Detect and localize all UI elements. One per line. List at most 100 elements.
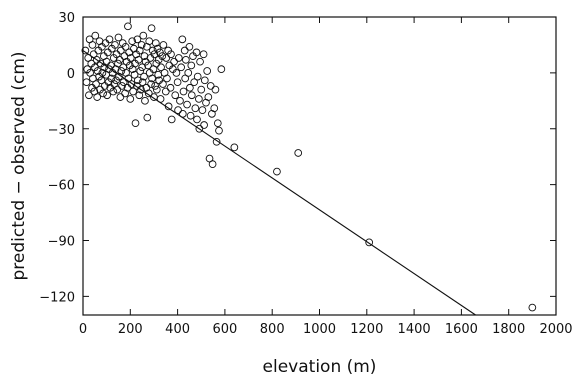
data-point: [217, 65, 226, 74]
data-point: [146, 54, 155, 62]
data-point: [129, 87, 137, 96]
data-point: [91, 31, 100, 40]
data-point: [136, 67, 145, 75]
data-point: [151, 82, 159, 90]
data-point: [200, 121, 208, 129]
data-point: [196, 57, 204, 66]
data-point: [206, 82, 215, 90]
data-point: [184, 69, 193, 77]
data-point: [152, 85, 161, 94]
data-point: [192, 48, 201, 57]
data-point: [103, 91, 111, 100]
data-point: [213, 119, 222, 128]
data-point: [114, 33, 123, 42]
data-point: [124, 22, 132, 31]
data-point: [147, 24, 156, 33]
data-point: [159, 41, 168, 49]
data-point: [126, 95, 135, 103]
data-point: [137, 85, 145, 94]
data-point: [117, 67, 126, 75]
data-point: [182, 55, 190, 64]
data-point: [211, 85, 220, 94]
x-axis-title: elevation (m): [263, 357, 377, 377]
data-point: [174, 106, 182, 114]
data-point: [93, 93, 102, 101]
data-point: [193, 115, 201, 124]
data-point: [105, 35, 114, 44]
data-point: [134, 76, 142, 85]
data-point: [191, 104, 200, 113]
data-point: [198, 106, 207, 114]
data-point: [115, 55, 124, 64]
y-tick-label: −90: [48, 235, 75, 250]
data-point: [140, 72, 148, 81]
data-point: [138, 78, 147, 87]
data-point: [82, 78, 91, 87]
x-tick-label: 1200: [350, 322, 383, 337]
data-point: [180, 46, 189, 55]
data-point: [185, 42, 194, 51]
data-point: [199, 50, 208, 59]
x-tick-label: 200: [118, 322, 143, 337]
data-point: [294, 149, 303, 157]
data-point: [170, 57, 178, 66]
x-tick-label: 1600: [445, 322, 478, 337]
data-point: [152, 59, 161, 68]
x-tick-label: 400: [165, 322, 190, 337]
data-point: [125, 48, 133, 57]
data-point: [102, 57, 111, 66]
data-point: [162, 54, 171, 62]
data-point: [85, 91, 93, 100]
data-point: [147, 80, 155, 88]
data-point: [143, 113, 152, 122]
data-point: [88, 41, 97, 49]
data-point: [81, 46, 90, 55]
data-point: [99, 89, 107, 98]
axes-layer: 0 200 400 600 800 1000 1200 1400 1600 1800 2000 30 0…: [39, 11, 572, 337]
data-point: [212, 137, 221, 146]
x-tick-label: 2000: [539, 322, 572, 337]
data-point: [98, 69, 107, 77]
y-tick-label: −30: [48, 123, 75, 138]
data-point: [131, 119, 140, 128]
data-point: [118, 82, 126, 90]
data-point: [528, 303, 537, 312]
y-tick-label: −60: [48, 179, 75, 194]
data-point: [116, 46, 125, 55]
data-point: [141, 57, 150, 66]
data-point: [203, 67, 212, 75]
data-point: [197, 85, 206, 94]
data-point: [183, 100, 191, 109]
data-point: [200, 76, 209, 85]
x-tick-label: 800: [260, 322, 285, 337]
regression-line: [82, 50, 476, 316]
data-point: [166, 83, 175, 92]
data-point: [141, 96, 149, 105]
data-point: [139, 31, 148, 40]
data-point: [172, 69, 181, 77]
data-point: [157, 63, 165, 72]
data-point: [109, 87, 118, 96]
data-point: [215, 126, 223, 135]
data-point: [113, 85, 122, 94]
data-point: [208, 160, 217, 168]
x-tick-label: 600: [212, 322, 237, 337]
data-point: [178, 109, 187, 118]
data-point: [135, 46, 144, 55]
data-point: [156, 95, 165, 103]
data-point: [111, 41, 119, 49]
data-point: [164, 102, 173, 111]
data-point: [163, 74, 171, 83]
x-tick-label: 1000: [303, 322, 336, 337]
data-point: [137, 41, 146, 49]
data-point: [114, 59, 122, 68]
data-point: [171, 91, 180, 100]
data-point: [145, 37, 154, 46]
data-point: [128, 37, 137, 46]
y-tick-label: −120: [39, 290, 75, 305]
data-point: [127, 80, 136, 88]
data-point: [148, 46, 157, 55]
data-point: [167, 115, 176, 124]
data-point: [156, 48, 164, 57]
data-point: [144, 61, 152, 70]
